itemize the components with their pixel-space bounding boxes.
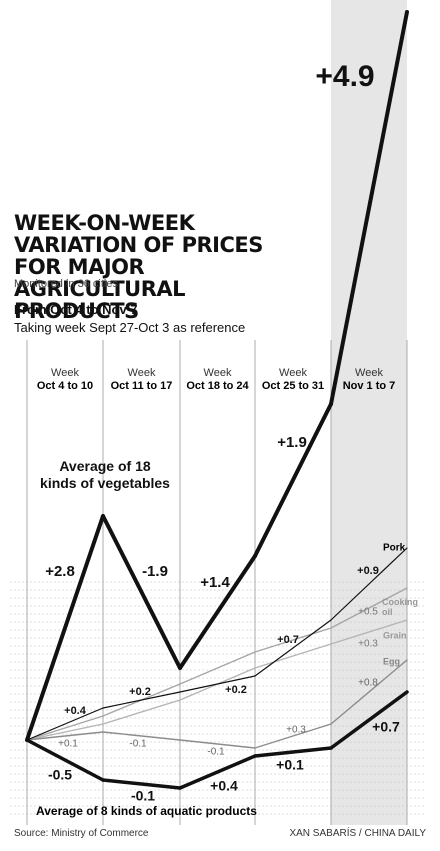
x-tick-label: Oct 11 to 17 (111, 380, 173, 392)
series-label: Average of 18 kinds of vegetables (40, 458, 170, 491)
line-segment (101, 778, 182, 790)
data-label: +0.9 (357, 565, 379, 577)
data-label: -0.1 (131, 788, 155, 804)
data-label: +2.8 (45, 563, 75, 580)
data-label: +0.1 (276, 757, 304, 773)
data-label: +4.9 (315, 60, 374, 93)
data-label: +0.7 (277, 634, 299, 646)
line-segment (102, 691, 181, 709)
data-label: +0.5 (358, 607, 378, 618)
x-tick-label: Oct 25 to 31 (262, 380, 324, 392)
line-segment (254, 619, 332, 677)
title: WEEK-ON-WEEK VARIATION OF PRICES FOR MAJ… (14, 211, 263, 323)
line-segment (254, 643, 332, 669)
week-label: Week (128, 367, 156, 379)
week-label: Week (204, 367, 232, 379)
week-label: Week (279, 367, 307, 379)
line-segment (179, 739, 256, 749)
line-segment (329, 10, 409, 406)
series-label: Cooking oil (382, 597, 418, 617)
line-segment (26, 723, 104, 741)
data-label: +0.3 (358, 639, 378, 650)
data-label: +0.4 (64, 705, 87, 717)
reference: Taking week Sept 27-Oct 3 as reference (14, 320, 246, 335)
x-tick-label: Oct 4 to 10 (37, 380, 93, 392)
data-label: +0.1 (58, 739, 78, 750)
line-segment (178, 554, 257, 670)
line-segment (179, 675, 256, 693)
line-segment (254, 723, 332, 749)
line-segment (179, 651, 256, 685)
line-segment (178, 754, 257, 790)
line-segment (253, 402, 333, 558)
line-segment (102, 699, 181, 725)
credit: XAN SABARÍS / CHINA DAILY (289, 828, 426, 839)
line-segment (253, 746, 333, 758)
data-label: -0.1 (207, 747, 225, 758)
line-segment (329, 690, 409, 750)
line-segment (330, 587, 408, 629)
period: From Oct 4 to Nov 7 (14, 302, 138, 317)
line-segment (26, 715, 104, 741)
series-label: Grain (383, 630, 407, 640)
x-tick-label: Oct 18 to 24 (186, 380, 249, 392)
line-segment (254, 627, 332, 653)
line-segment (25, 738, 105, 782)
series-label: Pork (383, 543, 406, 554)
week-label: Week (51, 367, 79, 379)
line-segment (101, 514, 182, 670)
source: Source: Ministry of Commerce (14, 828, 149, 839)
data-label: +0.2 (129, 686, 151, 698)
data-label: +0.8 (358, 678, 378, 689)
subtitle: Monitored in 36 cities (14, 278, 118, 290)
week-label: Week (355, 367, 383, 379)
data-label: +1.4 (200, 574, 230, 591)
data-label: -0.1 (129, 739, 147, 750)
series-label: Average of 8 kinds of aquatic products (36, 804, 257, 818)
line-segment (26, 731, 104, 741)
series-label: Egg (383, 656, 400, 666)
data-label: +0.3 (286, 725, 306, 736)
line-segment (25, 514, 105, 742)
line-segment (330, 547, 408, 621)
data-label: -0.5 (48, 767, 72, 783)
line-segment (330, 619, 408, 645)
line-segment (26, 707, 104, 741)
data-label: -1.9 (142, 563, 168, 580)
line-segment (330, 659, 408, 725)
x-tick-label: Nov 1 to 7 (343, 380, 396, 392)
data-label: +0.2 (225, 684, 247, 696)
data-label: +0.4 (210, 778, 238, 794)
data-label: +0.7 (372, 719, 400, 735)
line-segment (102, 731, 181, 741)
data-label: +1.9 (277, 434, 307, 451)
highlight-column (331, 0, 407, 825)
